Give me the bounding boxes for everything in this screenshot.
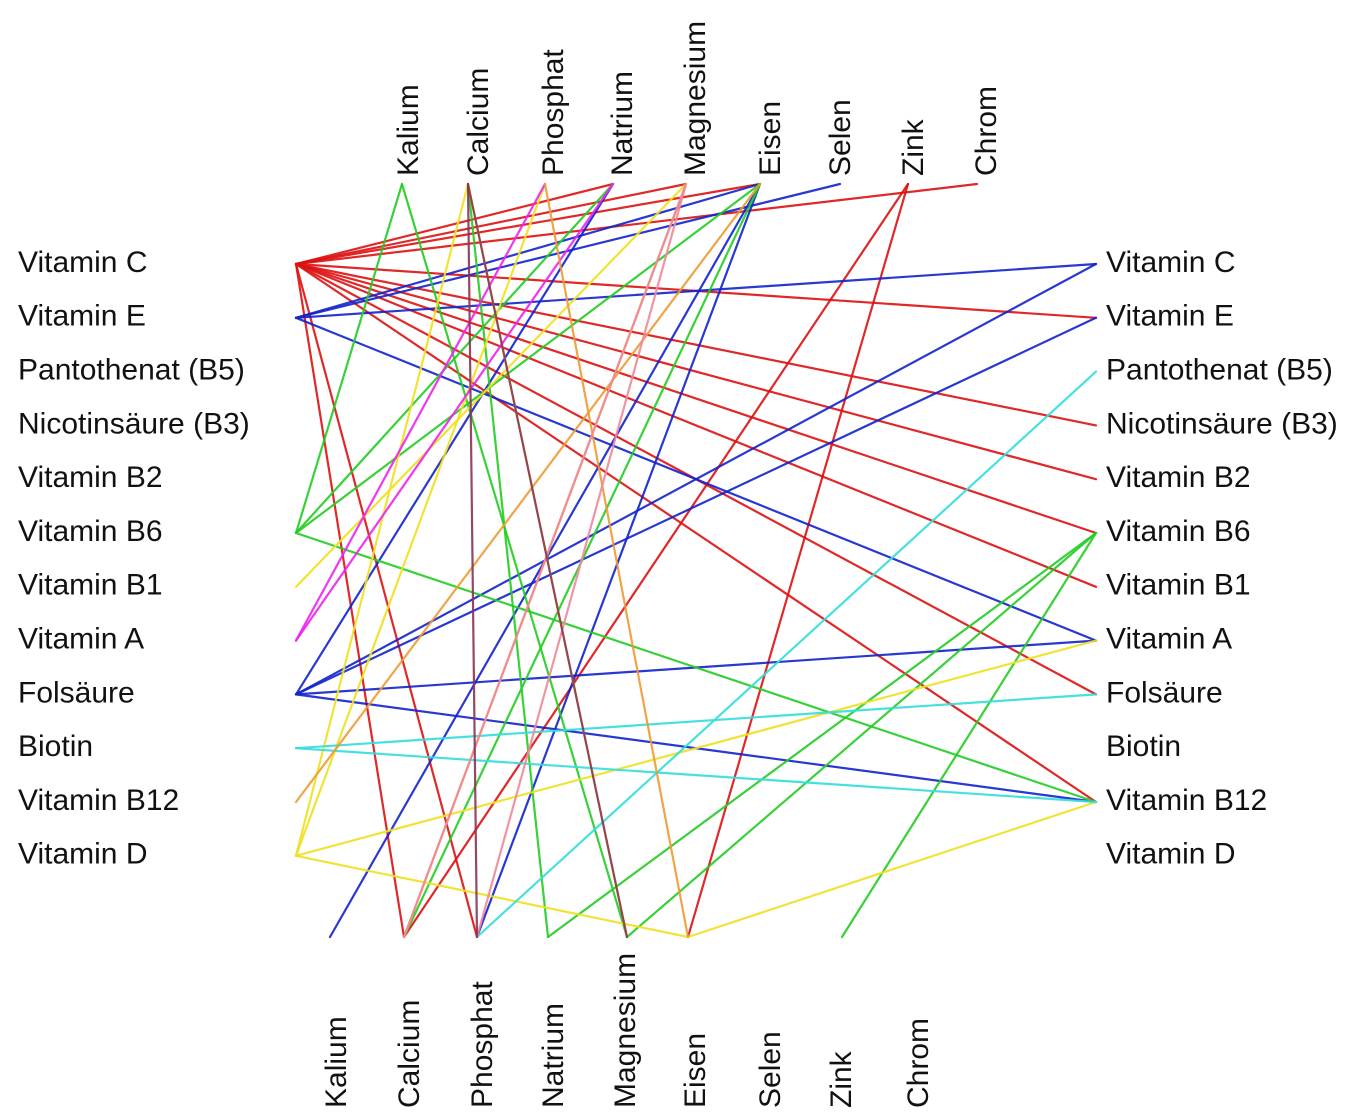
left-label-vitamin-d: Vitamin D [18, 838, 148, 871]
edge-l-vitamin-b12-to-t-eisen [294, 182, 762, 804]
edge-l-vitamin-b1-to-t-magnesium [294, 182, 688, 588]
top-label-chrom: Chrom [970, 86, 1003, 176]
edge-t-phosphat-to-b-eisen [543, 182, 690, 939]
edge-t-magnesium-to-b-calcium [402, 182, 688, 939]
edge-t-calcium-to-b-phosphat [466, 182, 479, 939]
edge-l-vitamin-d-to-r-vitamin-a [294, 639, 1098, 857]
edge-l-vitamin-c-to-t-chrom [294, 182, 979, 266]
top-label-magnesium: Magnesium [679, 21, 712, 176]
left-label-vitamin-b12: Vitamin B12 [18, 784, 179, 817]
right-label-fols-ure: Folsäure [1106, 676, 1223, 709]
left-label-vitamin-b1: Vitamin B1 [18, 569, 163, 602]
top-label-zink: Zink [897, 118, 930, 176]
edge-l-biotin-to-r-fols-ure [294, 693, 1098, 750]
bottom-label-calcium: Calcium [393, 1000, 426, 1108]
connection-lines [294, 182, 1098, 939]
bottom-label-phosphat: Phosphat [466, 981, 499, 1108]
left-label-nicotins-ure-b3: Nicotinsäure (B3) [18, 407, 250, 440]
edge-t-eisen-to-b-phosphat [475, 182, 762, 939]
bottom-label-natrium: Natrium [537, 1003, 570, 1108]
edge-l-vitamin-b6-to-r-vitamin-b12 [294, 531, 1098, 804]
edge-l-vitamin-c-to-r-nicotins-ure-b3 [294, 262, 1098, 427]
right-label-vitamin-b6: Vitamin B6 [1106, 515, 1251, 548]
edge-t-zink-to-b-eisen [686, 182, 910, 939]
edge-t-calcium-to-b-natrium [466, 182, 550, 939]
bottom-label-eisen: Eisen [679, 1033, 712, 1108]
edge-l-vitamin-c-to-r-vitamin-b1 [294, 262, 1098, 588]
left-label-fols-ure: Folsäure [18, 676, 135, 709]
top-label-selen: Selen [824, 99, 857, 176]
edge-r-vitamin-b6-to-b-magnesium [625, 531, 1098, 939]
top-mineral-labels: Kalium Calcium Phosphat Natrium Magnesium Eis… [392, 21, 1003, 176]
edge-l-vitamin-d-to-t-calcium [294, 182, 470, 857]
top-label-kalium: Kalium [392, 84, 425, 176]
right-label-vitamin-c: Vitamin C [1106, 246, 1236, 279]
edge-l-vitamin-c-to-t-magnesium [294, 182, 688, 266]
edge-l-vitamin-b6-to-t-kalium [294, 182, 404, 535]
edge-t-zink-to-b-calcium [402, 182, 910, 939]
bottom-label-kalium: Kalium [320, 1016, 353, 1108]
edge-b-eisen-to-r-vitamin-b12 [686, 800, 1098, 939]
right-label-vitamin-a: Vitamin A [1106, 623, 1232, 656]
top-label-phosphat: Phosphat [537, 49, 570, 176]
right-vitamin-labels: Vitamin C Vitamin E Pantothenat (B5) Nicoti… [1106, 246, 1338, 871]
edge-l-vitamin-c-to-r-vitamin-b2 [294, 262, 1098, 481]
left-label-vitamin-b2: Vitamin B2 [18, 461, 163, 494]
edge-l-vitamin-c-to-t-natrium [294, 182, 615, 266]
left-label-vitamin-a: Vitamin A [18, 623, 144, 656]
right-label-vitamin-d: Vitamin D [1106, 838, 1236, 871]
edge-t-magnesium-to-b-phosphat [475, 182, 688, 939]
edge-l-vitamin-c-to-b-calcium [294, 262, 406, 939]
edge-l-biotin-to-r-vitamin-b12 [294, 747, 1098, 804]
left-label-vitamin-c: Vitamin C [18, 246, 148, 279]
right-label-vitamin-b12: Vitamin B12 [1106, 784, 1267, 817]
left-label-biotin: Biotin [18, 730, 93, 763]
top-label-eisen: Eisen [754, 101, 787, 176]
right-label-pantothenat-b5: Pantothenat (B5) [1106, 354, 1333, 387]
left-label-vitamin-b6: Vitamin B6 [18, 515, 163, 548]
edge-r-vitamin-b6-to-b-zink [840, 531, 1098, 939]
right-label-vitamin-e: Vitamin E [1106, 300, 1234, 333]
top-label-natrium: Natrium [606, 71, 639, 176]
top-label-calcium: Calcium [462, 68, 495, 176]
edge-l-fols-ure-to-r-vitamin-e [294, 316, 1098, 696]
left-vitamin-labels: Vitamin C Vitamin E Pantothenat (B5) Nicoti… [18, 246, 250, 871]
edge-l-vitamin-e-to-t-eisen [294, 182, 762, 319]
right-label-vitamin-b2: Vitamin B2 [1106, 461, 1251, 494]
bottom-label-magnesium: Magnesium [609, 953, 642, 1108]
edge-l-vitamin-b6-to-t-eisen [294, 182, 762, 535]
edge-l-vitamin-d-to-t-phosphat [294, 182, 547, 857]
left-label-vitamin-e: Vitamin E [18, 300, 146, 333]
bottom-label-zink: Zink [825, 1050, 858, 1108]
right-label-biotin: Biotin [1106, 730, 1181, 763]
edge-r-vitamin-b6-to-b-natrium [546, 531, 1098, 939]
right-label-vitamin-b1: Vitamin B1 [1106, 569, 1251, 602]
bottom-label-chrom: Chrom [902, 1018, 935, 1108]
edge-t-kalium-to-b-magnesium [400, 182, 629, 939]
edge-l-vitamin-c-to-r-vitamin-b12 [294, 262, 1098, 804]
bottom-mineral-labels: Kalium Calcium Phosphat Natrium Magnesium Eis… [320, 953, 935, 1108]
left-label-pantothenat-b5: Pantothenat (B5) [18, 354, 245, 387]
edge-l-vitamin-d-to-b-eisen [294, 854, 690, 939]
edge-l-vitamin-e-to-r-vitamin-c [294, 262, 1098, 319]
edge-b-phosphat-to-r-pantothenat-b5 [475, 370, 1098, 939]
right-label-nicotins-ure-b3: Nicotinsäure (B3) [1106, 407, 1338, 440]
edge-l-vitamin-c-to-r-vitamin-b6 [294, 262, 1098, 535]
edge-t-calcium-to-b-magnesium [466, 182, 629, 939]
bottom-label-selen: Selen [754, 1031, 787, 1108]
edge-l-vitamin-a-to-t-phosphat [294, 182, 547, 642]
